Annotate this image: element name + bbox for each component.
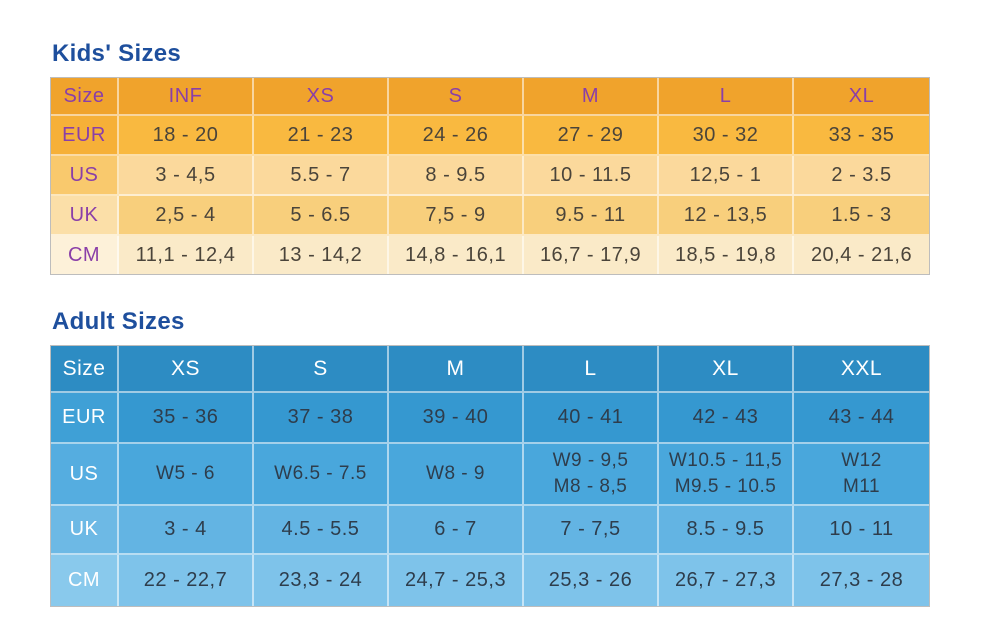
table-cell: W6.5 - 7.5 (254, 444, 389, 506)
adult-sizes-table-grid: Size XS S M L XL XXL EUR 35 - 36 37 - 38 39 - 40 40… (51, 346, 929, 606)
table-header-row: Size INF XS S M L XL (51, 78, 929, 116)
table-cell: 16,7 - 17,9 (524, 236, 659, 274)
table-row: EUR 18 - 20 21 - 23 24 - 26 27 - 29 30 - 32 33… (51, 116, 929, 156)
table-cell: W5 - 6 (119, 444, 254, 506)
row-label: EUR (51, 116, 119, 156)
size-column-header: XL (794, 78, 929, 116)
table-cell: 18,5 - 19,8 (659, 236, 794, 274)
table-cell: 42 - 43 (659, 393, 794, 444)
table-cell: 30 - 32 (659, 116, 794, 156)
table-row: CM 22 - 22,7 23,3 - 24 24,7 - 25,3 25,3 - 26… (51, 555, 929, 606)
size-column-header: INF (119, 78, 254, 116)
size-corner-header: Size (51, 78, 119, 116)
table-cell: W9 - 9,5 M8 - 8,5 (524, 444, 659, 506)
table-cell: W12 M11 (794, 444, 929, 506)
table-cell: 3 - 4 (119, 506, 254, 555)
size-corner-header: Size (51, 346, 119, 393)
table-row: US W5 - 6 W6.5 - 7.5 W8 - 9 W9 - 9,5 M8 - 8,… (51, 444, 929, 506)
table-cell: 35 - 36 (119, 393, 254, 444)
row-label: UK (51, 196, 119, 236)
table-cell: 21 - 23 (254, 116, 389, 156)
table-cell: 6 - 7 (389, 506, 524, 555)
kids-sizes-table-grid: Size INF XS S M L XL EUR 18 - 20 21 - 23 24 - 26 27… (51, 78, 929, 274)
table-cell: 3 - 4,5 (119, 156, 254, 196)
kids-sizes-table: Size INF XS S M L XL EUR 18 - 20 21 - 23 24 - 26 27… (50, 77, 930, 275)
table-cell: 8.5 - 9.5 (659, 506, 794, 555)
table-cell: 2 - 3.5 (794, 156, 929, 196)
table-cell: 27,3 - 28 (794, 555, 929, 606)
table-cell: 23,3 - 24 (254, 555, 389, 606)
table-cell: 10 - 11 (794, 506, 929, 555)
size-column-header: XS (119, 346, 254, 393)
size-column-header: M (389, 346, 524, 393)
table-cell: 9.5 - 11 (524, 196, 659, 236)
row-label: UK (51, 506, 119, 555)
row-label: US (51, 156, 119, 196)
adult-sizes-title: Adult Sizes (52, 308, 185, 335)
row-label: US (51, 444, 119, 506)
table-cell: 12,5 - 1 (659, 156, 794, 196)
table-cell: 39 - 40 (389, 393, 524, 444)
table-cell: 18 - 20 (119, 116, 254, 156)
table-cell: 11,1 - 12,4 (119, 236, 254, 274)
adult-sizes-table: Size XS S M L XL XXL EUR 35 - 36 37 - 38 39 - 40 40… (50, 345, 930, 607)
table-cell: W10.5 - 11,5 M9.5 - 10.5 (659, 444, 794, 506)
row-label: EUR (51, 393, 119, 444)
row-label: CM (51, 236, 119, 274)
table-cell: 24,7 - 25,3 (389, 555, 524, 606)
table-cell: 4.5 - 5.5 (254, 506, 389, 555)
size-column-header: XS (254, 78, 389, 116)
table-cell: 20,4 - 21,6 (794, 236, 929, 274)
size-chart-page: Kids' Sizes Size INF XS S M L XL EUR 18 - 20 21 -… (50, 40, 1000, 607)
table-cell: 43 - 44 (794, 393, 929, 444)
table-cell: 24 - 26 (389, 116, 524, 156)
table-cell: 13 - 14,2 (254, 236, 389, 274)
table-cell: 5 - 6.5 (254, 196, 389, 236)
table-cell: 14,8 - 16,1 (389, 236, 524, 274)
row-label: CM (51, 555, 119, 606)
table-cell: 5.5 - 7 (254, 156, 389, 196)
table-cell: 2,5 - 4 (119, 196, 254, 236)
size-column-header: S (389, 78, 524, 116)
table-cell: 1.5 - 3 (794, 196, 929, 236)
size-column-header: L (524, 346, 659, 393)
table-cell: W8 - 9 (389, 444, 524, 506)
table-cell: 7 - 7,5 (524, 506, 659, 555)
kids-sizes-title: Kids' Sizes (52, 40, 182, 67)
table-header-row: Size XS S M L XL XXL (51, 346, 929, 393)
table-cell: 22 - 22,7 (119, 555, 254, 606)
size-column-header: XXL (794, 346, 929, 393)
table-cell: 12 - 13,5 (659, 196, 794, 236)
table-cell: 40 - 41 (524, 393, 659, 444)
table-cell: 27 - 29 (524, 116, 659, 156)
table-cell: 8 - 9.5 (389, 156, 524, 196)
size-column-header: L (659, 78, 794, 116)
table-row: EUR 35 - 36 37 - 38 39 - 40 40 - 41 42 - 43 43… (51, 393, 929, 444)
table-cell: 7,5 - 9 (389, 196, 524, 236)
size-column-header: XL (659, 346, 794, 393)
table-cell: 33 - 35 (794, 116, 929, 156)
table-cell: 25,3 - 26 (524, 555, 659, 606)
kids-sizes-section: Kids' Sizes Size INF XS S M L XL EUR 18 - 20 21 -… (50, 40, 1000, 275)
adult-sizes-section: Adult Sizes Size XS S M L XL XXL EUR 35 - 36 37 -… (50, 308, 1000, 607)
table-cell: 26,7 - 27,3 (659, 555, 794, 606)
table-cell: 37 - 38 (254, 393, 389, 444)
table-row: CM 11,1 - 12,4 13 - 14,2 14,8 - 16,1 16,7 - … (51, 236, 929, 274)
size-column-header: S (254, 346, 389, 393)
table-cell: 10 - 11.5 (524, 156, 659, 196)
size-column-header: M (524, 78, 659, 116)
